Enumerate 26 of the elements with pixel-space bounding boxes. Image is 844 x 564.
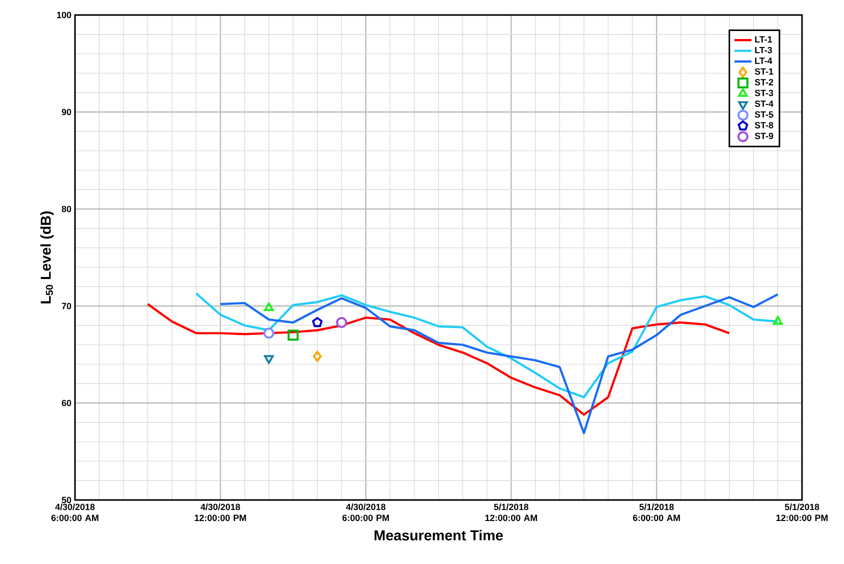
y-tick-label: 70 [62, 302, 72, 310]
y-tick-label: 50 [62, 496, 72, 504]
legend-label: ST-1 [754, 68, 774, 75]
legend-label: ST-8 [754, 122, 774, 128]
x-tick-label: 4/30/2018 12:00:00 PM [194, 504, 246, 522]
x-tick-label: 4/30/2018 6:00:00 PM [342, 504, 389, 522]
line-series [146, 302, 730, 416]
y-tick-label: 100 [57, 12, 72, 18]
legend-label: LT-3 [755, 46, 772, 54]
legend-label: ST-9 [754, 132, 774, 140]
legend-label: ST-2 [754, 79, 774, 86]
y-tick-label: 80 [62, 206, 72, 212]
legend-label: LT-1 [755, 36, 772, 42]
x-tick-label: 5/1/2018 6:00:00 AM [633, 504, 680, 522]
legend-label: ST-4 [754, 100, 774, 107]
y-axis-title: L$_{50}$ Level (dB) [40, 211, 54, 304]
x-tick-label: 5/1/2018 12:00:00 PM [776, 504, 828, 522]
y-tick-label: 90 [62, 108, 72, 116]
x-tick-label: 5/1/2018 12:00:00 AM [485, 504, 538, 522]
legend-label: ST-3 [754, 90, 774, 96]
legend-label: LT-4 [755, 58, 772, 64]
line-series [195, 292, 779, 398]
legend-label: ST-5 [754, 111, 774, 118]
x-axis-title: Measurement Time [374, 530, 503, 540]
x-tick-label: 4/30/2018 6:00:00 AM [51, 504, 98, 522]
y-tick-label: 60 [62, 400, 72, 406]
